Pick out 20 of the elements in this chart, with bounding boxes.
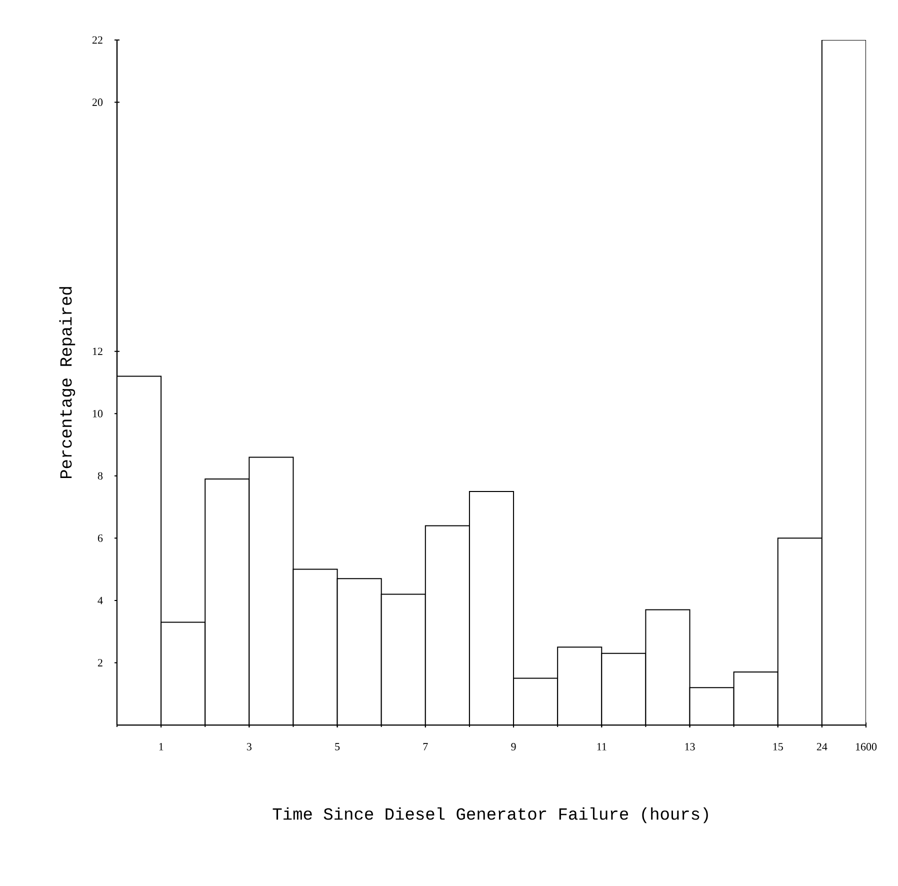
y-tick-label: 20: [92, 98, 103, 106]
y-tick-label: 6: [98, 534, 103, 542]
x-axis-title: Time Since Diesel Generator Failure (hours): [272, 807, 708, 824]
y-tick-label: 12: [92, 348, 102, 355]
x-tick-label: 24: [816, 743, 828, 750]
x-tick-label: 5: [335, 743, 340, 750]
x-tick-label: 7: [423, 743, 428, 750]
x-tick-label: 3: [246, 743, 252, 750]
x-tick-label: 15: [773, 743, 783, 750]
y-tick-label: 2: [98, 659, 102, 666]
y-tick-label: 22: [92, 36, 102, 44]
x-tick-label: 11: [597, 743, 606, 750]
x-tick-label: 1600: [856, 743, 877, 750]
x-tick-label: 1: [159, 743, 164, 750]
y-axis-title: Percentage Repaired: [59, 287, 76, 478]
y-tick-label: 10: [92, 410, 103, 418]
y-tick-label: 4: [98, 596, 103, 604]
y-tick-label: 8: [98, 472, 103, 480]
x-tick-label: 13: [685, 743, 695, 750]
x-tick-label: 9: [511, 743, 516, 750]
